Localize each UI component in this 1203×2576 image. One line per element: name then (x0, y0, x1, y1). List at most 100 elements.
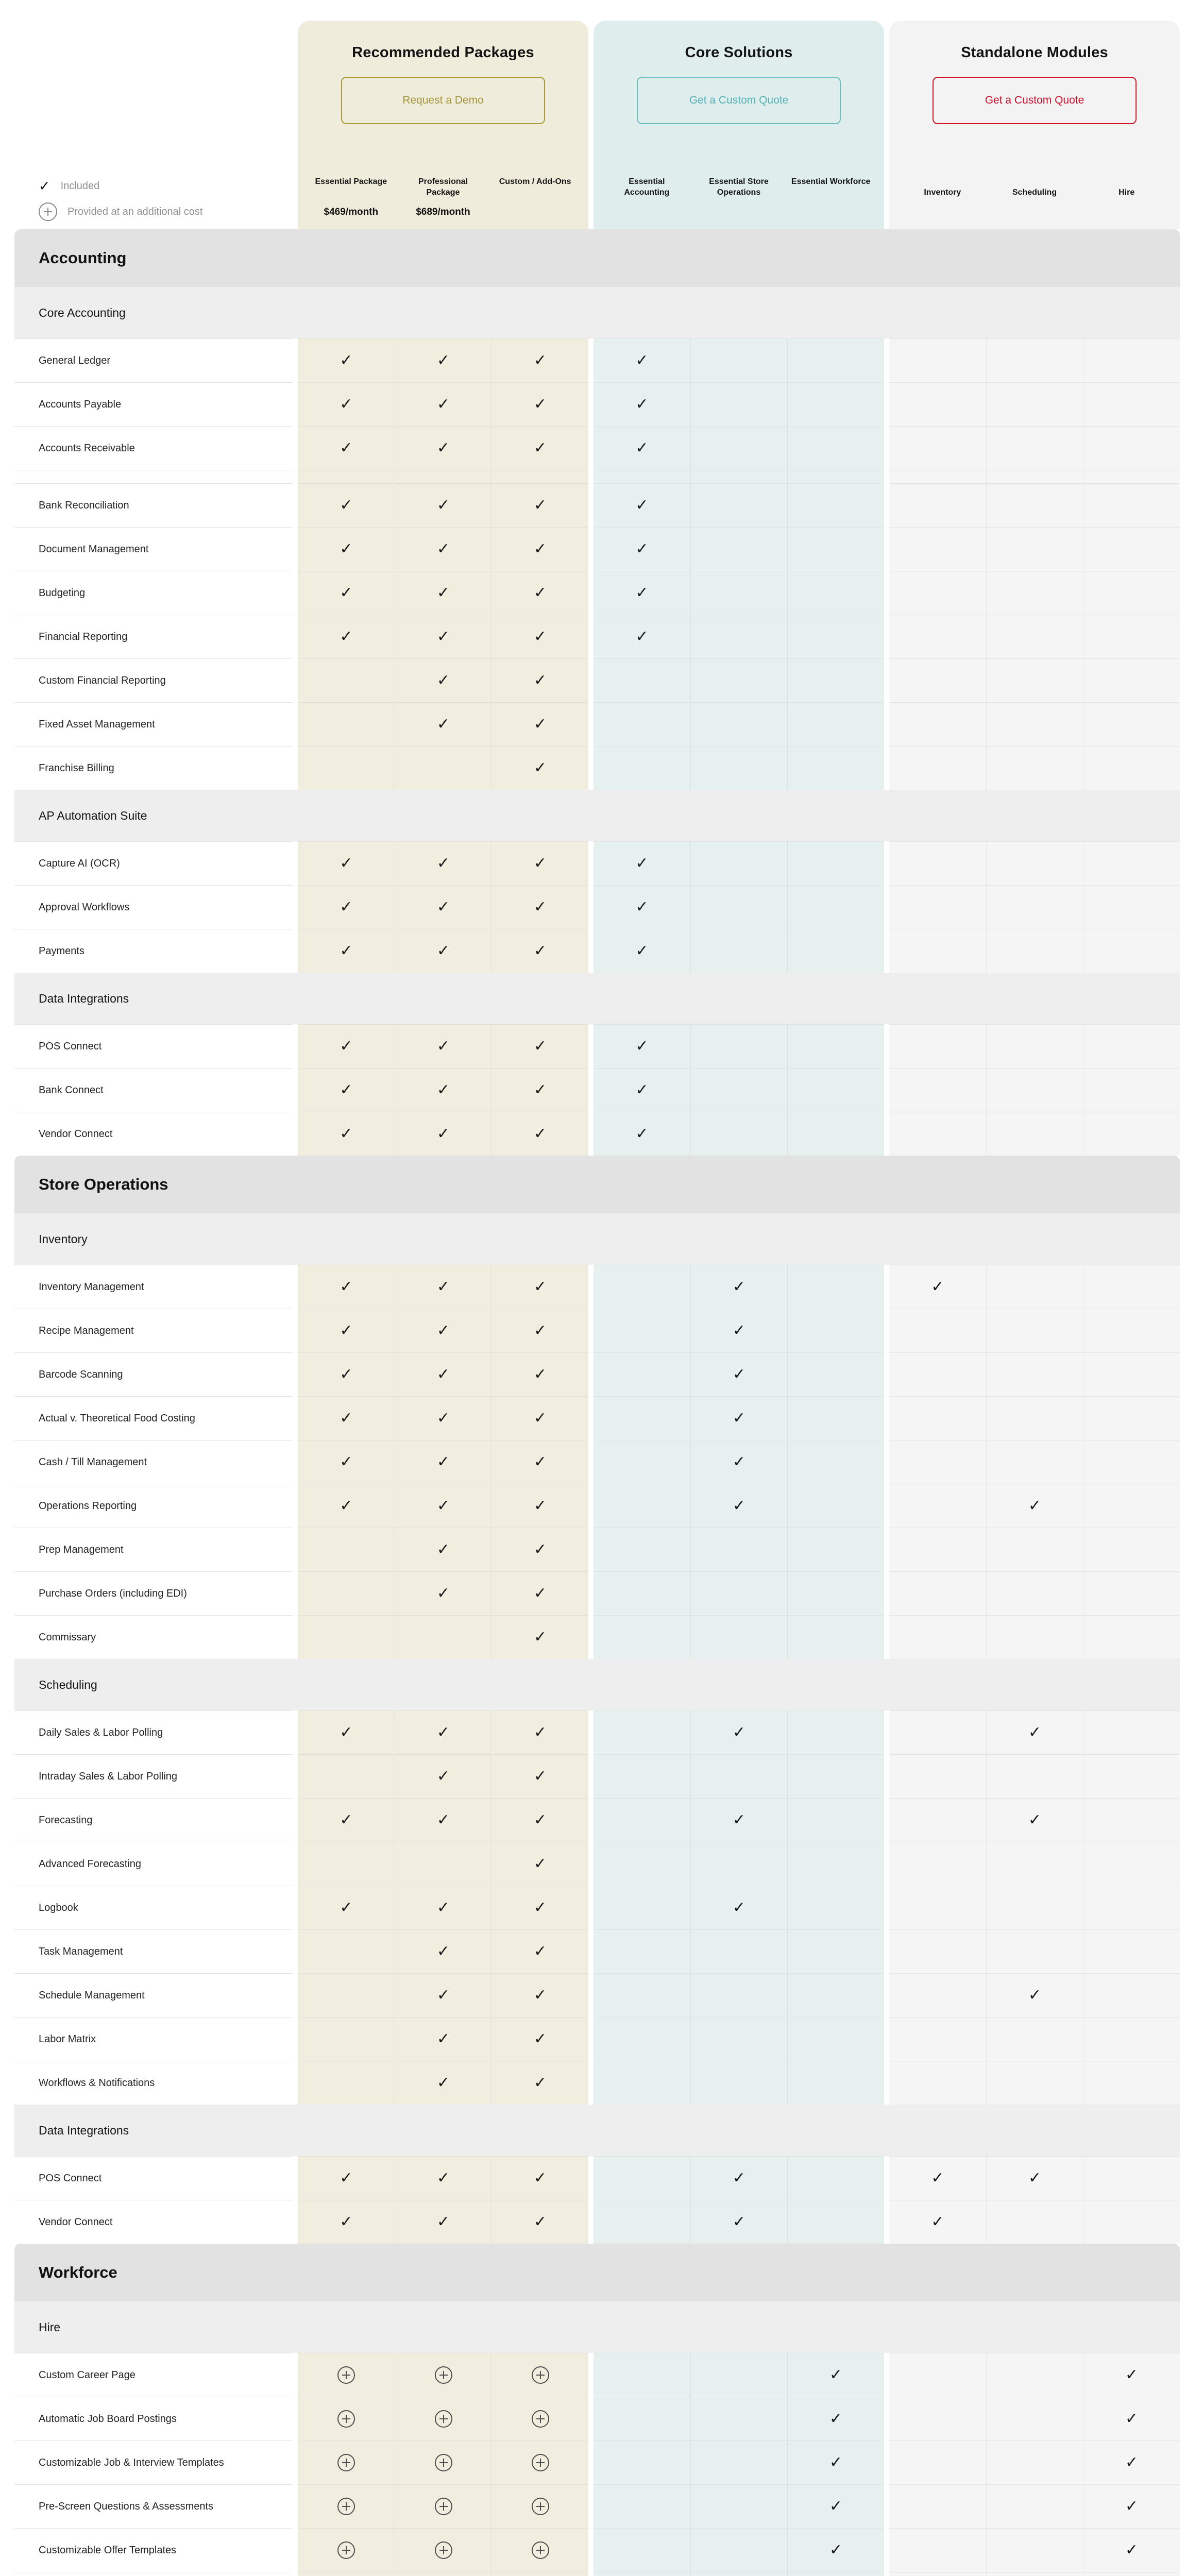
feature-cell: ✓ (787, 2572, 884, 2576)
feature-cell: ✓ (492, 2017, 588, 2061)
feature-cell: ✓ (492, 1615, 588, 1659)
table-row: Financial Reporting ✓ ✓ ✓ ✓ (14, 615, 1180, 658)
column-gap (293, 2017, 298, 2061)
feature-cell (1083, 658, 1180, 702)
feature-cell: ✓ (986, 1484, 1083, 1528)
check-icon: ✓ (1028, 1724, 1042, 1741)
check-icon: ✓ (436, 1497, 450, 1514)
column-gap (588, 746, 594, 790)
feature-cell (889, 1929, 986, 1973)
plus-circle-icon (531, 2410, 549, 2428)
column-price (601, 207, 693, 219)
table-row: General Ledger ✓ ✓ ✓ ✓ (14, 338, 1180, 382)
feature-cell (787, 483, 884, 527)
column-gap (293, 1309, 298, 1352)
check-icon: ✓ (340, 1322, 353, 1339)
legend: ✓ Included Provided at an additional cos… (14, 170, 293, 229)
column-gap (293, 2353, 298, 2397)
feature-cell (1083, 1615, 1180, 1659)
feature-cell: ✓ (1083, 2353, 1180, 2397)
feature-cell (889, 2441, 986, 2484)
feature-cell (787, 1396, 884, 1440)
check-icon: ✓ (436, 1038, 450, 1055)
column-gap (293, 1528, 298, 1571)
column-gap (293, 1571, 298, 1615)
feature-cell (298, 658, 395, 702)
feature-cell (594, 1842, 690, 1886)
column-gap (884, 1710, 889, 1754)
feature-cell (1083, 1024, 1180, 1068)
feature-cell (787, 1929, 884, 1973)
feature-label: Prep Management (14, 1528, 293, 1571)
check-icon: ✓ (340, 628, 353, 645)
feature-cell: ✓ (298, 1886, 395, 1929)
check-icon: ✓ (533, 855, 547, 872)
check-icon: ✓ (436, 1278, 450, 1295)
feature-cell (690, 1112, 787, 1156)
table-row: Workflows & Notifications ✓ ✓ (14, 2061, 1180, 2105)
feature-cell (1083, 885, 1180, 929)
feature-cell (889, 2353, 986, 2397)
check-icon: ✓ (635, 855, 649, 872)
feature-cell (594, 2528, 690, 2572)
check-icon: ✓ (533, 1038, 547, 1055)
column-gap (293, 1112, 298, 1156)
feature-cell (594, 1265, 690, 1309)
feature-cell (986, 1396, 1083, 1440)
table-row: Bank Connect ✓ ✓ ✓ ✓ (14, 1068, 1180, 1112)
feature-cell (986, 2528, 1083, 2572)
check-icon: ✓ (732, 2213, 746, 2230)
column-gap (588, 1929, 594, 1973)
column-gap (588, 841, 594, 885)
feature-label: Approval Workflows (14, 885, 293, 929)
check-icon: ✓ (436, 855, 450, 872)
feature-cell: ✓ (492, 1973, 588, 2017)
feature-cell (889, 1754, 986, 1798)
column-gap (884, 2353, 889, 2397)
column-gap (588, 382, 594, 426)
feature-cell: ✓ (395, 1973, 492, 2017)
column-gap (588, 1309, 594, 1352)
feature-label: Daily Sales & Labor Polling (14, 1710, 293, 1754)
check-icon: ✓ (635, 396, 649, 413)
column-gap (293, 527, 298, 571)
feature-cell: ✓ (298, 2200, 395, 2244)
check-icon: ✓ (533, 352, 547, 369)
feature-cell (690, 746, 787, 790)
request-demo-button[interactable]: Request a Demo (341, 77, 546, 124)
column-gap (293, 2484, 298, 2528)
check-icon: ✓ (533, 1125, 547, 1142)
feature-cell (594, 1440, 690, 1484)
feature-cell: ✓ (298, 1068, 395, 1112)
feature-cell: ✓ (395, 1440, 492, 1484)
plus-circle-icon (337, 2541, 355, 2559)
feature-cell (594, 1754, 690, 1798)
feature-cell (594, 702, 690, 746)
feature-cell (395, 746, 492, 790)
feature-cell: ✓ (298, 338, 395, 382)
feature-cell (1083, 483, 1180, 527)
plus-circle-icon (337, 2454, 355, 2471)
standalone-custom-quote-button[interactable]: Get a Custom Quote (932, 77, 1137, 124)
feature-cell (594, 2156, 690, 2200)
feature-cell (787, 1528, 884, 1571)
check-icon: ✓ (340, 1453, 353, 1470)
feature-cell: ✓ (690, 2200, 787, 2244)
feature-cell: ✓ (492, 1440, 588, 1484)
core-custom-quote-button[interactable]: Get a Custom Quote (636, 77, 841, 124)
column-gap (588, 2484, 594, 2528)
column-gap (588, 1973, 594, 2017)
check-icon: ✓ (732, 1724, 746, 1741)
feature-cell: ✓ (395, 483, 492, 527)
feature-cell: ✓ (492, 483, 588, 527)
column-gap (293, 1929, 298, 1973)
column-label: Hire (1119, 188, 1135, 197)
feature-cell (889, 571, 986, 615)
feature-cell: ✓ (492, 338, 588, 382)
check-icon: ✓ (436, 672, 450, 689)
check-icon: ✓ (533, 759, 547, 776)
table-row: Document Management ✓ ✓ ✓ ✓ (14, 527, 1180, 571)
column-gap (293, 1484, 298, 1528)
feature-cell (1083, 2156, 1180, 2200)
check-icon: ✓ (635, 584, 649, 601)
